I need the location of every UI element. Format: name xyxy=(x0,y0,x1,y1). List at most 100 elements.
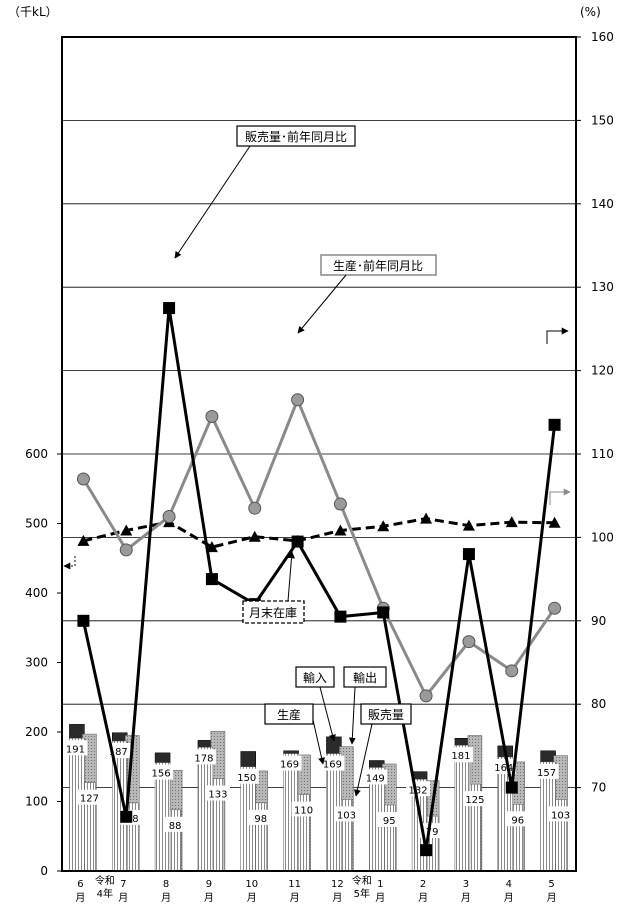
marker-production-yoy xyxy=(548,601,562,615)
month-suffix-label: 月 xyxy=(118,892,128,904)
era-label: 令和 xyxy=(95,874,115,887)
month-label: 9 xyxy=(206,879,212,890)
marker-production-yoy xyxy=(205,409,219,423)
right-tick-label: 150 xyxy=(591,113,614,127)
sales-label-bg xyxy=(420,823,445,839)
month-suffix-label: 月 xyxy=(204,892,214,904)
sales-value-label: 88 xyxy=(169,821,182,832)
marker-stock xyxy=(462,519,475,531)
bar-imports xyxy=(154,752,171,763)
month-suffix-label: 月 xyxy=(161,892,171,904)
callout-stock: 月末在庫 xyxy=(242,551,305,624)
marker-sales-yoy xyxy=(291,535,304,548)
sales-value-label: 127 xyxy=(80,794,99,805)
right-tick-label: 120 xyxy=(591,364,614,378)
month-suffix-label: 月 xyxy=(418,892,428,904)
marker-production-yoy xyxy=(419,689,433,703)
month-label: 8 xyxy=(163,879,169,890)
callout-production-yoy: 生産･前年同月比 xyxy=(297,254,437,334)
production-label-bg xyxy=(234,768,259,784)
right-tick-label: 100 xyxy=(591,530,614,544)
line-layer xyxy=(76,302,562,857)
production-value-label: 132 xyxy=(409,785,428,796)
sales-value-label: 103 xyxy=(551,810,570,821)
month-label: 2 xyxy=(420,879,426,890)
marker-stock xyxy=(548,516,561,528)
axes: 0 100 200 300 400 500 600 70 80 90 100 110 120 130 140… xyxy=(25,30,614,878)
right-tick-label: 130 xyxy=(591,280,614,294)
production-value-label: 181 xyxy=(451,751,470,762)
production-value-label: 164 xyxy=(494,763,513,774)
marker-production-yoy xyxy=(462,635,476,649)
month-label: 12 xyxy=(331,879,344,890)
carry-over-marker-left xyxy=(63,556,76,570)
marker-production-yoy xyxy=(76,472,90,486)
callout-exports: 輸出 xyxy=(343,666,387,745)
callout-sales-yoy: 販売量･前年同月比 xyxy=(174,125,356,259)
callout-sales-yoy-label: 販売量･前年同月比 xyxy=(245,129,347,144)
production-label-bg xyxy=(149,764,174,780)
callout-stock-label: 月末在庫 xyxy=(249,606,297,620)
era-label: 4年 xyxy=(97,887,113,900)
sales-label-bg xyxy=(291,801,316,817)
left-tick-label: 500 xyxy=(25,517,48,531)
callout-imports-label: 輸入 xyxy=(303,670,327,685)
production-value-label: 187 xyxy=(109,747,128,758)
month-suffix-label: 月 xyxy=(375,892,385,904)
bar-production xyxy=(454,744,471,872)
production-value-label: 191 xyxy=(66,744,85,755)
carry-over-marker-production-yoy xyxy=(549,488,571,505)
production-label-bg xyxy=(363,769,388,785)
marker-stock xyxy=(248,530,261,542)
month-label: 7 xyxy=(120,879,126,890)
month-suffix-label: 月 xyxy=(75,892,85,904)
callout-production-yoy-label: 生産･前年同月比 xyxy=(333,258,423,273)
production-label-bg xyxy=(63,740,88,756)
sales-label-bg xyxy=(163,816,188,832)
right-tick-label: 160 xyxy=(591,30,614,44)
month-label: 1 xyxy=(377,879,383,890)
month-suffix-label: 月 xyxy=(504,892,514,904)
left-tick-label: 200 xyxy=(25,725,48,739)
marker-sales-yoy xyxy=(377,606,390,619)
production-value-label: 149 xyxy=(366,773,385,784)
callout-production: 生産 xyxy=(264,703,326,765)
right-tick-label: 70 xyxy=(591,781,606,795)
month-suffix-label: 月 xyxy=(247,892,257,904)
callout-imports: 輸入 xyxy=(295,666,336,742)
month-suffix-label: 月 xyxy=(332,892,342,904)
left-tick-label: 300 xyxy=(25,656,48,670)
production-label-bg xyxy=(406,781,431,797)
sales-value-label: 125 xyxy=(465,795,484,806)
bar-production xyxy=(197,747,214,872)
left-tick-label: 0 xyxy=(40,864,48,878)
marker-sales-yoy xyxy=(77,614,90,627)
month-label: 4 xyxy=(506,879,512,890)
sales-value-label: 103 xyxy=(337,810,356,821)
sales-label-bg xyxy=(334,806,359,822)
sales-value-label: 133 xyxy=(208,790,227,801)
era-label: 令和 xyxy=(352,874,372,887)
bar-imports xyxy=(240,751,256,768)
month-label: 3 xyxy=(463,879,469,890)
sales-label-bg xyxy=(377,811,402,827)
month-suffix-label: 月 xyxy=(290,892,300,904)
right-tick-label: 140 xyxy=(591,197,614,211)
marker-production-yoy xyxy=(291,393,305,407)
right-tick-label: 80 xyxy=(591,697,606,711)
production-value-label: 156 xyxy=(152,769,171,780)
right-tick-label: 110 xyxy=(591,447,614,461)
sales-value-label: 95 xyxy=(383,816,396,827)
month-label: 11 xyxy=(288,879,301,890)
marker-stock xyxy=(205,541,218,553)
marker-production-yoy xyxy=(333,497,347,511)
production-label-bg xyxy=(277,755,302,771)
right-axis-unit: (%) xyxy=(580,5,601,19)
marker-sales-yoy xyxy=(205,573,218,586)
sales-label-bg xyxy=(505,811,530,827)
sales-label-bg xyxy=(77,789,102,805)
bar-imports xyxy=(283,750,299,754)
line-sales-yoy xyxy=(81,307,557,851)
